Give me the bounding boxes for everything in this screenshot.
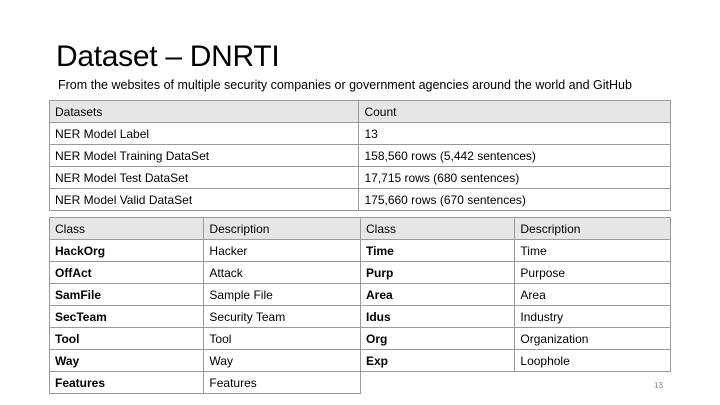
table-row: Idus Industry	[359, 305, 671, 328]
class-cell: Purp	[359, 261, 516, 284]
description-cell: Features	[203, 371, 361, 394]
dataset-name-cell: NER Model Test DataSet	[48, 166, 360, 189]
table-row: NER Model Training DataSet 158,560 rows …	[48, 144, 671, 167]
table-row: NER Model Valid DataSet 175,660 rows (67…	[48, 188, 671, 211]
column-header-description: Description	[203, 217, 361, 240]
dataset-count-cell: 158,560 rows (5,442 sentences)	[358, 144, 671, 167]
description-cell: Sample File	[203, 283, 361, 306]
table-row: Area Area	[359, 283, 671, 306]
class-table-right: Class Description Time Time Purp Purpose…	[359, 217, 671, 372]
table-header-row: Class Description	[359, 217, 671, 240]
class-table-left: Class Description HackOrg Hacker OffAct …	[48, 217, 361, 394]
dataset-count-cell: 175,660 rows (670 sentences)	[358, 188, 671, 211]
table-header-row: Class Description	[48, 217, 361, 240]
table-row: NER Model Test DataSet 17,715 rows (680 …	[48, 166, 671, 189]
table-row: NER Model Label 13	[48, 122, 671, 145]
table-row: SecTeam Security Team	[48, 305, 361, 328]
table-row: Features Features	[48, 371, 361, 394]
dataset-name-cell: NER Model Training DataSet	[48, 144, 360, 167]
class-cell: Org	[359, 327, 516, 350]
class-cell: Time	[359, 239, 516, 262]
description-cell: Purpose	[514, 261, 671, 284]
slide-title: Dataset – DNRTI	[56, 40, 280, 73]
column-header-class: Class	[48, 217, 205, 240]
table-row: Tool Tool	[48, 327, 361, 350]
slide-subtitle: From the websites of multiple security c…	[58, 78, 632, 92]
page-number: 13	[654, 381, 663, 390]
description-cell: Organization	[514, 327, 671, 350]
dataset-name-cell: NER Model Label	[48, 122, 360, 145]
description-cell: Way	[203, 349, 361, 372]
class-cell: Idus	[359, 305, 516, 328]
table-row: Time Time	[359, 239, 671, 262]
description-cell: Industry	[514, 305, 671, 328]
class-cell: Features	[48, 371, 205, 394]
dataset-count-cell: 13	[358, 122, 671, 145]
table-row: OffAct Attack	[48, 261, 361, 284]
column-header-class: Class	[359, 217, 516, 240]
table-row: Exp Loophole	[359, 349, 671, 372]
table-row: Purp Purpose	[359, 261, 671, 284]
description-cell: Area	[514, 283, 671, 306]
description-cell: Hacker	[203, 239, 361, 262]
class-cell: Way	[48, 349, 205, 372]
table-row: HackOrg Hacker	[48, 239, 361, 262]
description-cell: Tool	[203, 327, 361, 350]
class-cell: HackOrg	[48, 239, 205, 262]
description-cell: Loophole	[514, 349, 671, 372]
class-cell: Exp	[359, 349, 516, 372]
table-row: Org Organization	[359, 327, 671, 350]
column-header-count: Count	[358, 100, 671, 123]
column-header-description: Description	[514, 217, 671, 240]
dataset-count-cell: 17,715 rows (680 sentences)	[358, 166, 671, 189]
dataset-table: Datasets Count NER Model Label 13 NER Mo…	[48, 100, 671, 211]
description-cell: Time	[514, 239, 671, 262]
table-row: Way Way	[48, 349, 361, 372]
dataset-name-cell: NER Model Valid DataSet	[48, 188, 360, 211]
class-cell: SamFile	[48, 283, 205, 306]
description-cell: Security Team	[203, 305, 361, 328]
table-row: SamFile Sample File	[48, 283, 361, 306]
table-header-row: Datasets Count	[48, 100, 671, 123]
class-cell: OffAct	[48, 261, 205, 284]
description-cell: Attack	[203, 261, 361, 284]
class-cell: Area	[359, 283, 516, 306]
column-header-datasets: Datasets	[48, 100, 360, 123]
class-cell: Tool	[48, 327, 205, 350]
class-cell: SecTeam	[48, 305, 205, 328]
